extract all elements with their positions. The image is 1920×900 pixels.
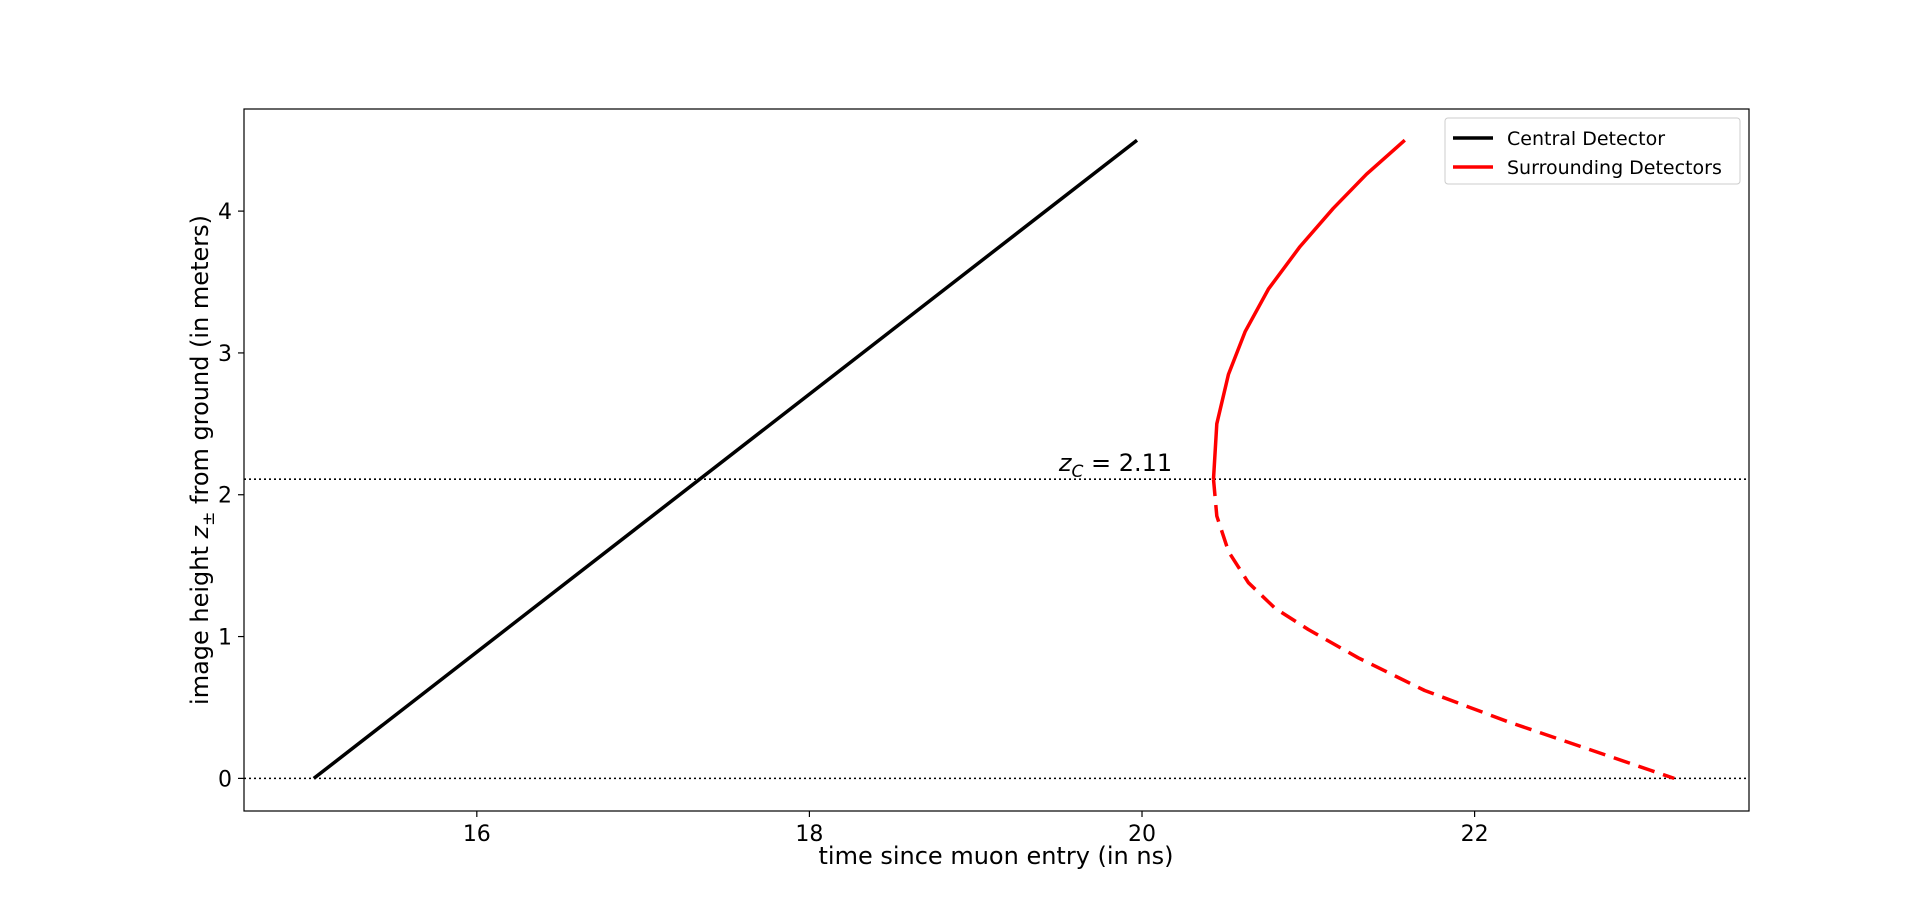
- series-line-2-dashed: [1211, 478, 1675, 781]
- y-axis-label: image height z± from ground (in meters): [186, 215, 219, 705]
- series-line-1: [1211, 138, 1406, 480]
- y-tick-label: 1: [218, 626, 232, 651]
- y-tick-label: 4: [218, 200, 232, 225]
- x-tick-label: 18: [795, 822, 823, 847]
- annotation-var: z: [1058, 449, 1073, 477]
- y-axis-label-var: z: [186, 524, 214, 539]
- legend-box: [1444, 117, 1741, 185]
- y-tick-label: 2: [218, 484, 232, 509]
- ticks-layer: 16 18 20 22 0 1 2 3 4: [218, 200, 1489, 847]
- y-axis-label-sub: ±: [199, 512, 219, 526]
- y-axis-label-part: from ground (in meters): [186, 215, 214, 512]
- axes-frame: [243, 108, 1750, 812]
- legend-label-0: Central Detector: [1507, 128, 1665, 150]
- y-tick-label: 0: [218, 767, 232, 792]
- plot-layer: zC = 2.11: [244, 138, 1749, 781]
- legend: Central Detector Surrounding Detectors: [1444, 117, 1741, 185]
- x-tick-label: 22: [1461, 822, 1489, 847]
- annotation-sub: C: [1071, 462, 1083, 482]
- y-tick-label: 3: [218, 342, 232, 367]
- x-axis-label: time since muon entry (in ns): [819, 842, 1174, 870]
- annotation-zc: zC = 2.11: [1058, 449, 1172, 482]
- y-axis-label-part: image height: [186, 538, 214, 705]
- legend-label-1: Surrounding Detectors: [1507, 157, 1722, 179]
- series-line-0: [312, 138, 1139, 780]
- x-tick-label: 20: [1128, 822, 1156, 847]
- annotation-value: = 2.11: [1083, 449, 1172, 477]
- x-tick-label: 16: [463, 822, 491, 847]
